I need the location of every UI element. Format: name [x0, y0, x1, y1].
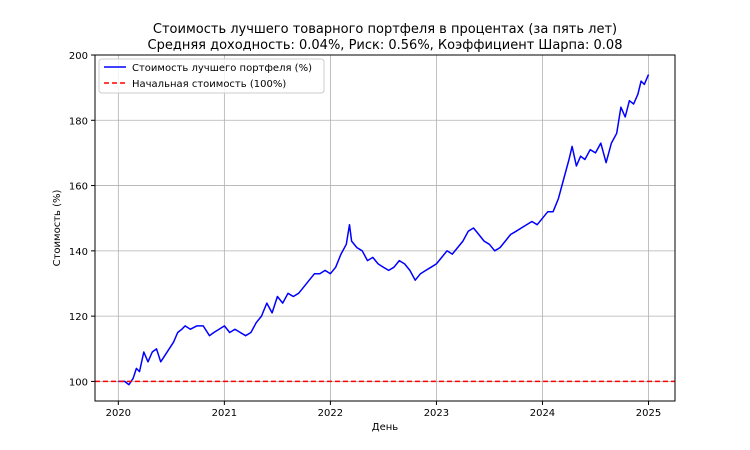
ticks: 2020 2021 2022 2023 2024 2025 100 120 140 160 180 2… — [69, 51, 661, 419]
legend: Стоимость лучшего портфеля (%) Начальная… — [98, 58, 325, 94]
x-tick-label: 2023 — [424, 408, 449, 419]
y-tick-label: 140 — [69, 247, 88, 258]
plot-frame — [94, 54, 676, 402]
legend-label-baseline: Начальная стоимость (100%) — [132, 79, 286, 90]
x-tick-label: 2020 — [106, 408, 131, 419]
portfolio-value-line — [118, 74, 650, 386]
legend-label-portfolio: Стоимость лучшего портфеля (%) — [132, 63, 312, 74]
chart-subtitle: Средняя доходность: 0.04%, Риск: 0.56%, … — [148, 38, 623, 53]
x-tick-label: 2025 — [636, 408, 661, 419]
y-tick-label: 160 — [69, 182, 88, 193]
series-layer — [95, 74, 675, 386]
y-axis-label: Стоимость (%) — [52, 190, 63, 267]
chart-title: Стоимость лучшего товарного портфеля в п… — [153, 22, 617, 37]
legend-box — [98, 58, 325, 94]
x-tick-label: 2024 — [530, 408, 555, 419]
y-tick-label: 200 — [69, 51, 88, 62]
x-tick-label: 2021 — [212, 408, 237, 419]
y-tick-label: 120 — [69, 312, 88, 323]
y-tick-label: 100 — [69, 377, 88, 388]
y-tick-label: 180 — [69, 116, 88, 127]
x-tick-label: 2022 — [318, 408, 343, 419]
x-axis-label: День — [372, 422, 399, 433]
